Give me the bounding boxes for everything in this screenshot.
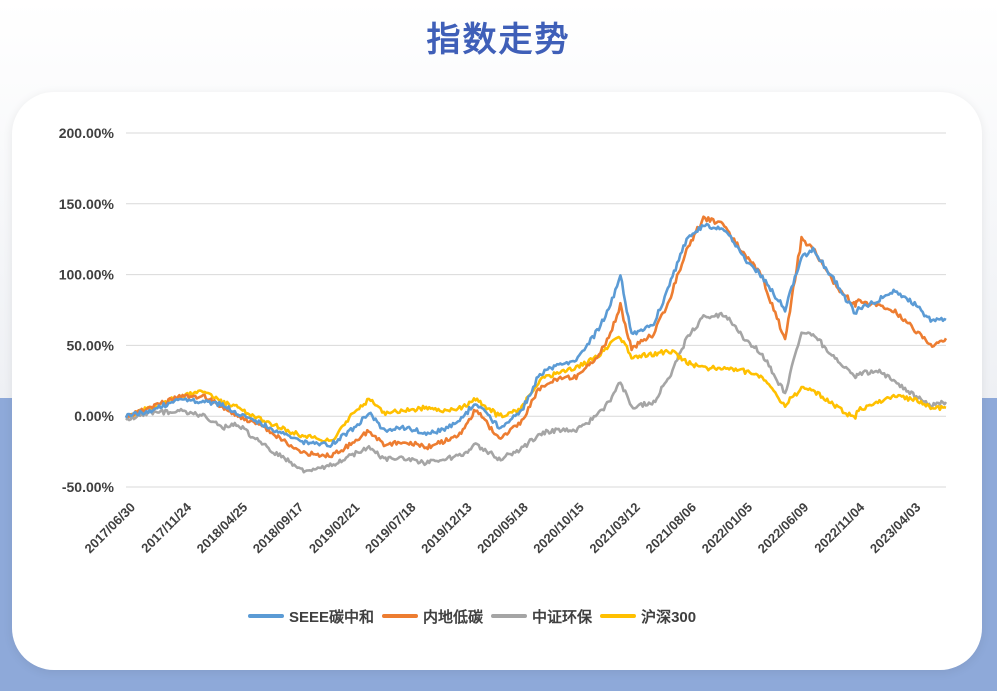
legend-label: 沪深300: [641, 608, 697, 626]
chart-card: [12, 92, 982, 670]
x-tick-label: 2019/07/18: [362, 500, 419, 557]
legend-swatch: [491, 614, 528, 618]
x-tick-label: 2021/03/12: [586, 500, 643, 557]
x-tick-label: 2017/11/24: [138, 499, 195, 556]
x-tick-label: 2018/04/25: [194, 500, 251, 557]
gridlines: [126, 132, 946, 488]
y-tick-label: 150.00%: [59, 196, 115, 212]
x-tick-label: 2018/09/17: [250, 500, 307, 557]
x-tick-label: 2020/10/15: [530, 500, 587, 557]
x-tick-label: 2017/06/30: [81, 500, 138, 557]
y-axis-tick-labels: -50.00% 0.00% 50.00% 100.00% 150.00% 200.00%: [59, 125, 115, 495]
y-tick-label: 0.00%: [74, 408, 114, 424]
legend-swatch: [248, 614, 284, 618]
series-line: [125, 311, 948, 474]
x-tick-label: 2020/05/18: [474, 500, 531, 557]
x-tick-label: 2022/06/09: [755, 500, 812, 557]
y-tick-label: 50.00%: [67, 337, 115, 353]
x-axis-tick-labels: 2017/06/30 2017/11/24 2018/04/25 2018/09/17…: [81, 499, 923, 556]
series-line: [125, 335, 947, 443]
legend-label: 中证环保: [532, 608, 593, 626]
legend-item: 沪深300: [600, 606, 696, 627]
y-tick-label: 100.00%: [59, 267, 115, 283]
legend-label: 内地低碳: [423, 608, 484, 626]
chart-legend: SEEE碳中和 内地低碳 中证环保 沪深300: [248, 606, 768, 626]
x-tick-label: 2022/01/05: [699, 500, 756, 557]
x-tick-label: 2021/08/06: [642, 500, 699, 557]
legend-label: SEEE碳中和: [289, 608, 375, 626]
legend-item: 中证环保: [491, 606, 592, 627]
x-tick-label: 2019/02/21: [306, 500, 363, 557]
y-tick-label: -50.00%: [62, 479, 115, 495]
legend-swatch: [600, 614, 637, 618]
series-line: [124, 215, 948, 459]
page-title: 指数走势: [426, 21, 571, 59]
x-tick-label: 2023/04/03: [867, 500, 924, 557]
series-line: [124, 222, 947, 448]
x-tick-label: 2019/12/13: [418, 500, 475, 557]
legend-item: SEEE碳中和: [248, 606, 374, 627]
legend-item: 内地低碳: [382, 606, 483, 627]
series-lines: [124, 215, 948, 474]
legend-swatch: [382, 614, 419, 618]
x-tick-label: 2022/11/04: [811, 499, 868, 556]
y-tick-label: 200.00%: [59, 125, 115, 141]
